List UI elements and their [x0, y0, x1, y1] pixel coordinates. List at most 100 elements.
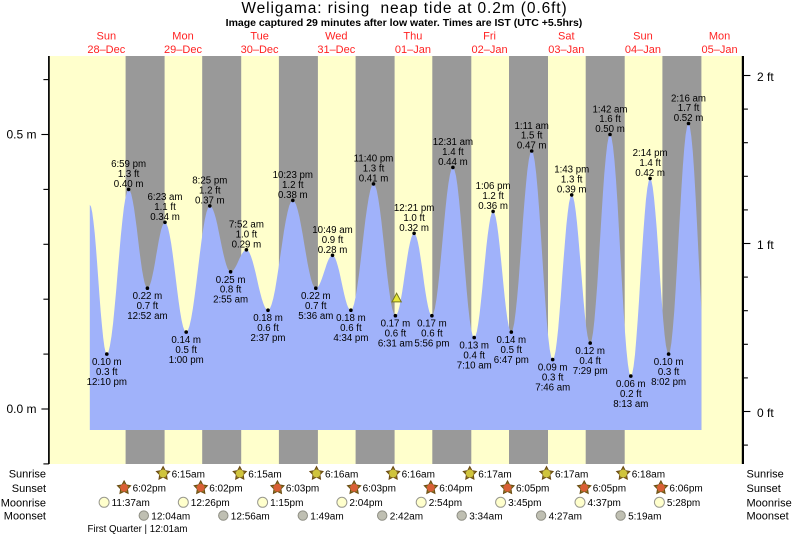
svg-text:10:49 am: 10:49 am [312, 225, 352, 236]
svg-text:6:17am: 6:17am [478, 469, 511, 480]
svg-text:1.2 ft: 1.2 ft [199, 186, 221, 197]
svg-text:0.17 m: 0.17 m [417, 319, 447, 330]
svg-text:0.40 m: 0.40 m [114, 179, 144, 190]
svg-text:0.4 ft: 0.4 ft [463, 351, 485, 362]
svg-text:6:03pm: 6:03pm [363, 484, 396, 495]
svg-text:12:31 am: 12:31 am [433, 137, 473, 148]
svg-text:0.18 m: 0.18 m [336, 313, 366, 324]
svg-text:1.3 ft: 1.3 ft [561, 175, 583, 186]
svg-text:28–Dec: 28–Dec [87, 44, 125, 56]
svg-text:0.8 ft: 0.8 ft [220, 285, 242, 296]
svg-text:1:15pm: 1:15pm [270, 498, 303, 509]
svg-text:6:15am: 6:15am [172, 469, 205, 480]
svg-text:5:28pm: 5:28pm [667, 498, 700, 509]
svg-text:0.3 ft: 0.3 ft [542, 373, 564, 384]
svg-text:0.44 m: 0.44 m [438, 157, 468, 168]
svg-text:1.4 ft: 1.4 ft [639, 158, 661, 169]
svg-text:6:05pm: 6:05pm [593, 484, 626, 495]
svg-text:Moonset: Moonset [747, 511, 789, 523]
svg-text:Sunrise: Sunrise [747, 469, 784, 481]
svg-text:12:21 pm: 12:21 pm [394, 203, 434, 214]
svg-text:2:54pm: 2:54pm [429, 498, 462, 509]
svg-text:1.3 ft: 1.3 ft [363, 164, 385, 175]
svg-text:1:00 pm: 1:00 pm [169, 355, 204, 366]
svg-text:Sunrise: Sunrise [9, 469, 46, 481]
svg-text:1:06 pm: 1:06 pm [476, 181, 511, 192]
svg-text:0.42 m: 0.42 m [635, 168, 665, 179]
svg-text:Moonset: Moonset [4, 511, 46, 523]
svg-text:0.0 m: 0.0 m [6, 402, 36, 416]
svg-text:8:02 pm: 8:02 pm [651, 377, 686, 388]
svg-text:0.3 ft: 0.3 ft [658, 367, 680, 378]
svg-text:30–Dec: 30–Dec [241, 44, 279, 56]
svg-text:1.1 ft: 1.1 ft [154, 202, 176, 213]
svg-text:4:34 pm: 4:34 pm [333, 333, 368, 344]
svg-text:12:52 am: 12:52 am [127, 311, 167, 322]
svg-text:29–Dec: 29–Dec [164, 44, 202, 56]
svg-text:0.5 ft: 0.5 ft [175, 345, 197, 356]
svg-text:05–Jan: 05–Jan [702, 44, 738, 56]
svg-text:0.7 ft: 0.7 ft [305, 301, 327, 312]
svg-text:0.6 ft: 0.6 ft [385, 329, 407, 340]
svg-text:0.17 m: 0.17 m [381, 319, 411, 330]
svg-text:1:43 pm: 1:43 pm [554, 165, 589, 176]
svg-text:12:56am: 12:56am [231, 511, 270, 522]
svg-text:0.14 m: 0.14 m [171, 335, 201, 346]
svg-text:0.22 m: 0.22 m [301, 291, 331, 302]
svg-text:1.6 ft: 1.6 ft [599, 114, 621, 125]
svg-text:1.0 ft: 1.0 ft [403, 213, 425, 224]
svg-text:6:03pm: 6:03pm [286, 484, 319, 495]
svg-text:01–Jan: 01–Jan [395, 44, 431, 56]
svg-text:2:37 pm: 2:37 pm [250, 333, 285, 344]
svg-text:4:27am: 4:27am [549, 511, 582, 522]
svg-text:0.34 m: 0.34 m [150, 212, 180, 223]
svg-text:7:52 am: 7:52 am [229, 220, 264, 231]
svg-text:0.38 m: 0.38 m [278, 190, 308, 201]
svg-text:0.52 m: 0.52 m [674, 113, 704, 124]
svg-text:1:11 am: 1:11 am [515, 121, 549, 132]
svg-text:6:23 am: 6:23 am [147, 192, 182, 203]
svg-text:6:02pm: 6:02pm [133, 484, 166, 495]
svg-text:0.13 m: 0.13 m [459, 341, 489, 352]
svg-text:0.41 m: 0.41 m [359, 174, 389, 185]
svg-text:0.36 m: 0.36 m [478, 201, 508, 212]
svg-text:0.09 m: 0.09 m [538, 363, 568, 374]
svg-text:1:42 am: 1:42 am [592, 104, 627, 115]
svg-text:7:10 am: 7:10 am [457, 360, 492, 371]
svg-text:0.18 m: 0.18 m [253, 313, 283, 324]
svg-text:6:59 pm: 6:59 pm [111, 159, 146, 170]
svg-text:Fri: Fri [483, 30, 496, 42]
svg-text:5:56 pm: 5:56 pm [414, 339, 449, 350]
svg-text:0.4 ft: 0.4 ft [579, 356, 601, 367]
svg-text:0.7 ft: 0.7 ft [137, 301, 159, 312]
svg-text:0.3 ft: 0.3 ft [96, 367, 118, 378]
svg-text:0.47 m: 0.47 m [517, 141, 547, 152]
svg-text:1 ft: 1 ft [757, 238, 774, 252]
svg-text:7:29 pm: 7:29 pm [573, 366, 608, 377]
svg-text:0.2 ft: 0.2 ft [620, 389, 642, 400]
svg-text:0.10 m: 0.10 m [92, 357, 122, 368]
svg-text:0.25 m: 0.25 m [216, 275, 246, 286]
svg-text:6:47 pm: 6:47 pm [494, 355, 529, 366]
svg-text:1.0 ft: 1.0 ft [236, 230, 258, 241]
svg-text:6:06pm: 6:06pm [669, 484, 702, 495]
svg-text:5:36 am: 5:36 am [298, 311, 333, 322]
svg-text:1:49am: 1:49am [310, 511, 343, 522]
svg-text:4:37pm: 4:37pm [588, 498, 621, 509]
svg-text:0.10 m: 0.10 m [654, 357, 684, 368]
svg-text:8:25 pm: 8:25 pm [192, 176, 227, 187]
svg-text:1.3 ft: 1.3 ft [118, 169, 140, 180]
svg-text:2 ft: 2 ft [757, 70, 774, 84]
svg-text:Mon: Mon [709, 30, 730, 42]
svg-text:0.5 ft: 0.5 ft [501, 345, 523, 356]
svg-text:2:04pm: 2:04pm [349, 498, 382, 509]
svg-text:0.6 ft: 0.6 ft [257, 323, 279, 334]
svg-text:1.5 ft: 1.5 ft [521, 131, 543, 142]
svg-text:Sun: Sun [97, 30, 117, 42]
svg-text:Moonrise: Moonrise [747, 497, 792, 509]
svg-text:0.29 m: 0.29 m [232, 239, 262, 250]
svg-text:31–Dec: 31–Dec [317, 44, 355, 56]
svg-text:3:45pm: 3:45pm [508, 498, 541, 509]
svg-text:0.22 m: 0.22 m [133, 291, 163, 302]
svg-text:2:14 pm: 2:14 pm [633, 148, 668, 159]
